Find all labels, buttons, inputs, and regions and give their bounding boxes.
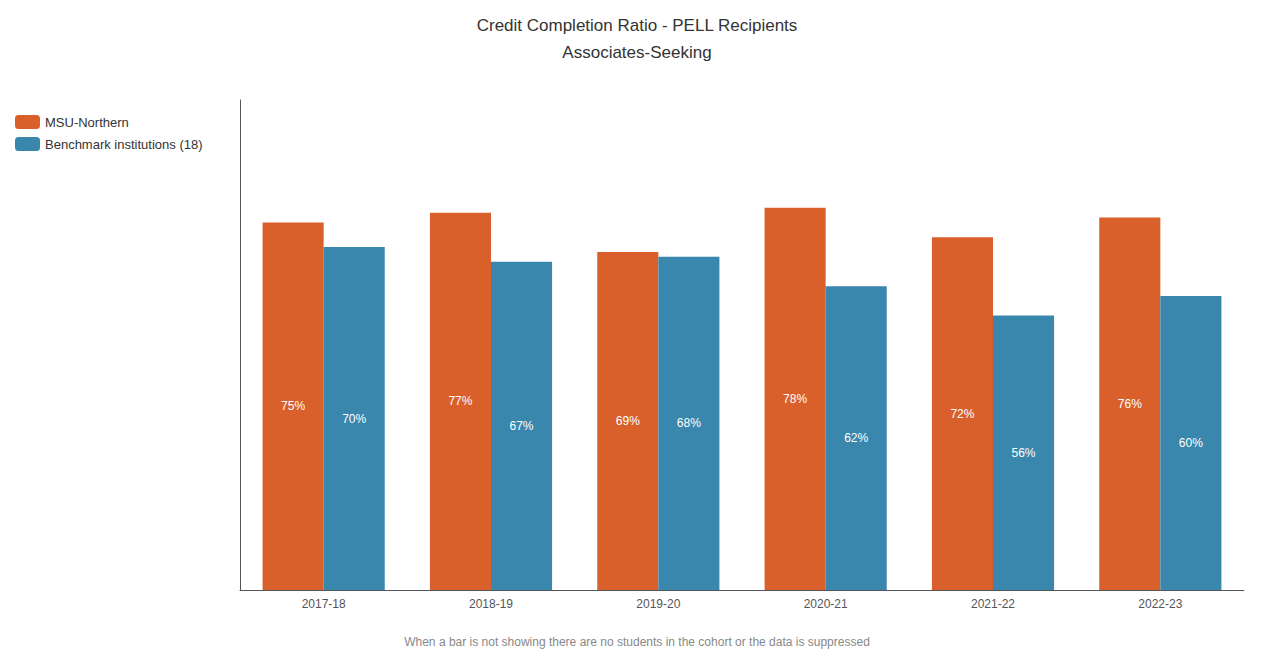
svg-text:70%: 70% xyxy=(342,412,366,426)
svg-text:Credit Completion Ratio - PELL: Credit Completion Ratio - PELL Recipient… xyxy=(477,16,798,35)
svg-text:75%: 75% xyxy=(281,399,305,413)
svg-text:56%: 56% xyxy=(1012,446,1036,460)
svg-text:67%: 67% xyxy=(510,419,534,433)
svg-text:76%: 76% xyxy=(1118,397,1142,411)
svg-text:69%: 69% xyxy=(616,414,640,428)
svg-text:When a bar is not showing ther: When a bar is not showing there are no s… xyxy=(404,635,870,649)
svg-text:2019-20: 2019-20 xyxy=(636,597,680,611)
svg-text:78%: 78% xyxy=(783,392,807,406)
svg-text:2018-19: 2018-19 xyxy=(469,597,513,611)
svg-text:62%: 62% xyxy=(844,431,868,445)
svg-text:60%: 60% xyxy=(1179,436,1203,450)
svg-text:Associates-Seeking: Associates-Seeking xyxy=(562,43,711,62)
svg-text:2022-23: 2022-23 xyxy=(1138,597,1182,611)
svg-text:72%: 72% xyxy=(950,407,974,421)
svg-text:MSU-Northern: MSU-Northern xyxy=(45,115,129,130)
svg-text:2017-18: 2017-18 xyxy=(302,597,346,611)
svg-text:2020-21: 2020-21 xyxy=(804,597,848,611)
svg-text:2021-22: 2021-22 xyxy=(971,597,1015,611)
svg-text:68%: 68% xyxy=(677,416,701,430)
svg-text:77%: 77% xyxy=(448,394,472,408)
svg-text:Benchmark institutions (18): Benchmark institutions (18) xyxy=(45,137,203,152)
